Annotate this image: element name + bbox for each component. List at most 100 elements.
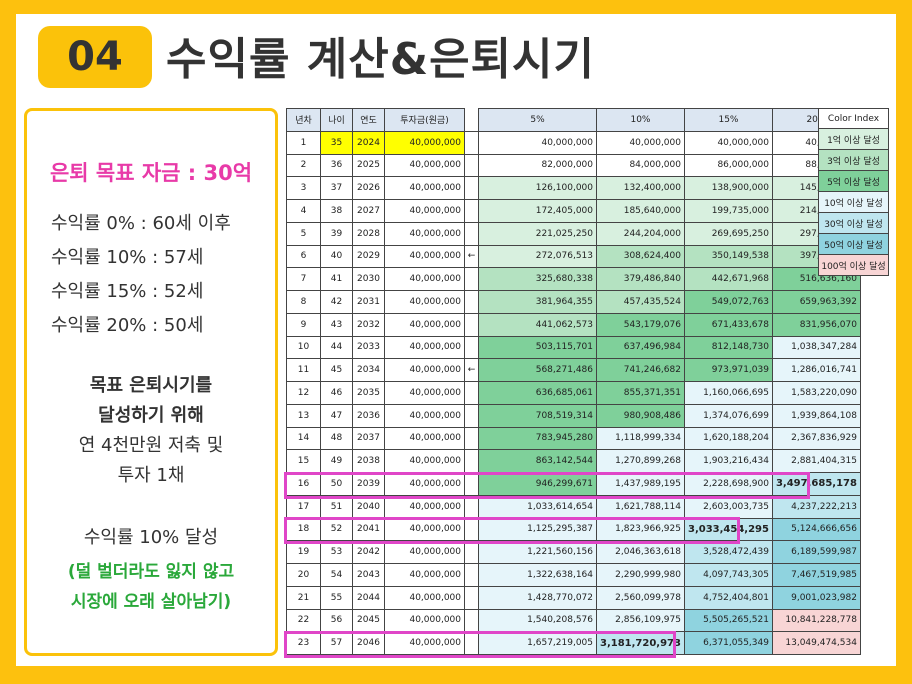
table-row: 14 48 2037 40,000,000 783,945,280 1,118,999,3… — [286, 426, 861, 451]
table-cell: 40,000,000 — [384, 153, 465, 178]
table-cell: 855,371,351 — [596, 381, 685, 405]
legend-item: 3억 이상 달성 — [818, 149, 889, 171]
table-cell: 379,486,840 — [596, 267, 685, 291]
table-cell: 1,437,989,195 — [596, 472, 685, 496]
plan-line: 목표 은퇴시기를 — [89, 375, 213, 396]
spacer-cell — [464, 381, 479, 405]
table-cell: 40,000,000 — [384, 130, 465, 155]
spacer-cell — [464, 130, 479, 155]
table-cell: 13 — [286, 403, 321, 428]
table-row: 9 43 2032 40,000,000 441,062,573 543,179,076 6… — [286, 312, 861, 337]
col-header: 나이 — [320, 108, 353, 132]
table-row: 7 41 2030 40,000,000 325,680,338 379,486,840 4… — [286, 267, 861, 291]
table-cell: 7 — [286, 267, 321, 291]
table-cell: 11 — [286, 358, 321, 382]
table-cell: 126,100,000 — [478, 176, 597, 200]
table-cell: 2030 — [352, 267, 385, 291]
table-cell: 40,000,000 — [384, 358, 465, 382]
table-cell: 40,000,000 — [384, 517, 465, 542]
table-cell: 2024 — [352, 130, 385, 155]
result-text: 수익률 10% 달성 — [83, 527, 219, 548]
table-cell: 45 — [320, 358, 353, 382]
table-cell: 5 — [286, 221, 321, 246]
table-cell: 40,000,000 — [478, 130, 597, 155]
rate-item: 수익률 15% : 52세 — [51, 281, 204, 302]
table-cell: 2,290,999,980 — [596, 563, 685, 587]
table-cell: 40,000,000 — [384, 426, 465, 451]
table-row: 21 55 2044 40,000,000 1,428,770,072 2,560,099… — [286, 585, 861, 610]
table-cell: 40,000,000 — [384, 608, 465, 633]
table-cell: 973,971,039 — [683, 358, 773, 382]
table-cell: 40,000,000 — [384, 494, 465, 519]
table-cell: 38 — [320, 199, 353, 223]
table-cell: 2035 — [352, 381, 385, 405]
table-cell: 4,097,743,305 — [683, 563, 773, 587]
table-cell: 9,001,023,982 — [771, 585, 861, 610]
table-cell: 50 — [320, 472, 353, 496]
table-row: 2 36 2025 40,000,000 82,000,000 84,000,000 86,… — [286, 153, 861, 178]
table-cell: 23 — [286, 631, 321, 655]
table-cell: 49 — [320, 449, 353, 473]
table-cell: 47 — [320, 403, 353, 428]
table-cell: 659,963,392 — [771, 290, 861, 314]
table-cell: 1,540,208,576 — [478, 608, 597, 633]
table-cell: 51 — [320, 494, 353, 519]
table-cell: 1,033,614,654 — [478, 494, 597, 519]
table-cell: 40,000,000 — [384, 631, 465, 655]
table-cell: 40,000,000 — [683, 130, 773, 155]
table-cell: 13,049,474,534 — [771, 631, 861, 655]
table-cell: 18 — [286, 517, 321, 542]
summary-panel: 은퇴 목표 자금 : 30억 수익률 0% : 60세 이후 수익률 10% :… — [24, 108, 278, 656]
table-cell: 36 — [320, 153, 353, 178]
table-row: 23 57 2046 40,000,000 1,657,219,005 3,181,720… — [286, 631, 861, 655]
table-cell: 40,000,000 — [384, 221, 465, 246]
spacer-cell — [464, 563, 479, 587]
table-row: 11 45 2034 40,000,000 ← 568,271,486 741,246,68… — [286, 358, 861, 382]
table-cell: 35 — [320, 130, 353, 155]
spacer-cell — [464, 221, 479, 246]
table-cell: 2,367,836,929 — [771, 426, 861, 451]
spacer-cell — [464, 517, 479, 542]
table-cell: 57 — [320, 631, 353, 655]
table-cell: 3,528,472,439 — [683, 540, 773, 564]
table-cell: 4 — [286, 199, 321, 223]
table-cell: 980,908,486 — [596, 403, 685, 428]
table-cell: 2,228,698,900 — [683, 472, 773, 496]
table-cell: 2039 — [352, 472, 385, 496]
spacer-cell — [464, 176, 479, 200]
table-row: 4 38 2027 40,000,000 172,405,000 185,640,000 1… — [286, 199, 861, 223]
table-cell: 132,400,000 — [596, 176, 685, 200]
spacer-cell — [464, 449, 479, 473]
rate-item: 수익률 20% : 50세 — [51, 315, 204, 336]
table-cell: 185,640,000 — [596, 199, 685, 223]
table-row: 13 47 2036 40,000,000 708,519,314 980,908,486… — [286, 403, 861, 428]
table-cell: 863,142,544 — [478, 449, 597, 473]
table-row: 1 35 2024 40,000,000 40,000,000 40,000,000 40,… — [286, 130, 861, 155]
table-cell: 82,000,000 — [478, 153, 597, 178]
table-cell: 2036 — [352, 403, 385, 428]
table-cell: 40,000,000 — [384, 176, 465, 200]
table-cell: 812,148,730 — [683, 335, 773, 360]
table-cell: 52 — [320, 517, 353, 542]
table-cell: 40,000,000 — [384, 267, 465, 291]
table-cell: 56 — [320, 608, 353, 633]
table-cell: 1,221,560,156 — [478, 540, 597, 564]
spacer-cell — [464, 631, 479, 655]
table-cell: 8 — [286, 290, 321, 314]
table-cell: 3,181,720,973 — [596, 631, 685, 655]
spacer-cell — [464, 472, 479, 496]
table-cell: 15 — [286, 449, 321, 473]
table-cell: 44 — [320, 335, 353, 360]
table-cell: 2044 — [352, 585, 385, 610]
col-header: 연도 — [352, 108, 385, 132]
table-cell: 1,125,295,387 — [478, 517, 597, 542]
table-cell: 3,033,454,295 — [683, 517, 773, 542]
table-cell: 20 — [286, 563, 321, 587]
table-cell: 40,000,000 — [384, 585, 465, 610]
table-cell: 9 — [286, 312, 321, 337]
table-cell: 40,000,000 — [384, 563, 465, 587]
rate-list: 수익률 0% : 60세 이후 수익률 10% : 57세 수익률 15% : … — [51, 207, 231, 343]
table-cell: 41 — [320, 267, 353, 291]
table-cell: 43 — [320, 312, 353, 337]
table-cell: 199,735,000 — [683, 199, 773, 223]
